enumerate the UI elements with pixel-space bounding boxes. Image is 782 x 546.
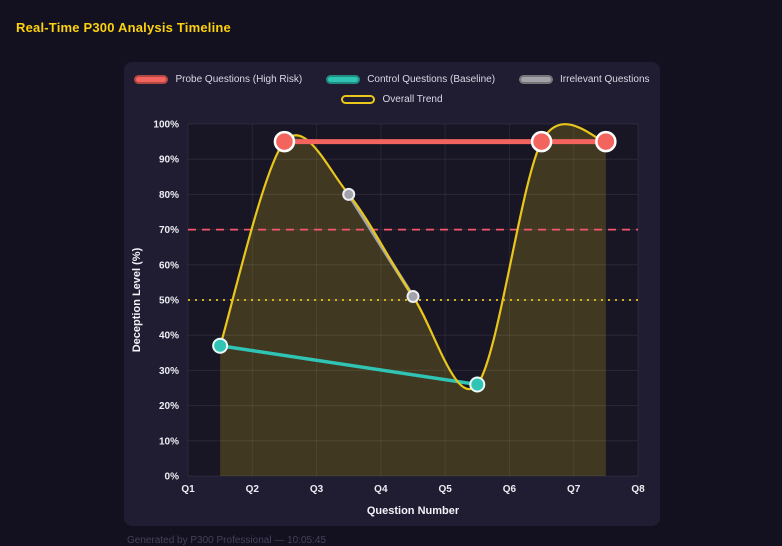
x-tick-label: Q4 bbox=[374, 484, 388, 495]
y-tick-label: 40% bbox=[159, 331, 179, 342]
legend-item-trend[interactable]: Overall Trend bbox=[341, 94, 443, 105]
y-tick-label: 0% bbox=[165, 472, 180, 483]
x-axis-label: Question Number bbox=[367, 505, 460, 517]
series-marker bbox=[530, 130, 553, 153]
series-marker bbox=[342, 187, 356, 201]
y-tick-label: 80% bbox=[159, 190, 179, 201]
x-tick-label: Q5 bbox=[438, 484, 452, 495]
y-tick-label: 30% bbox=[159, 366, 179, 377]
x-tick-label: Q1 bbox=[181, 484, 195, 495]
series-marker bbox=[212, 337, 229, 354]
legend-swatch-irrelevant bbox=[519, 75, 554, 84]
series-marker bbox=[469, 376, 486, 393]
footer-text: Generated by P300 Professional — 10:05:4… bbox=[127, 535, 327, 546]
chart-panel: Probe Questions (High Risk) Control Ques… bbox=[124, 62, 660, 526]
legend-label-trend: Overall Trend bbox=[382, 94, 443, 105]
y-tick-label: 90% bbox=[159, 155, 179, 166]
x-tick-label: Q2 bbox=[246, 484, 260, 495]
chart-legend: Probe Questions (High Risk) Control Ques… bbox=[124, 72, 660, 107]
series-marker bbox=[273, 130, 296, 153]
y-tick-label: 20% bbox=[159, 401, 179, 412]
legend-row-2: Overall Trend bbox=[124, 92, 660, 107]
timeline-chart: 0% 10% 20% 30% 40% 50% 60% 70% 80% 90% 100% Q1 Q2 Q3 Q… bbox=[131, 120, 645, 518]
y-axis-label: Deception Level (%) bbox=[131, 247, 143, 352]
legend-label-control: Control Questions (Baseline) bbox=[367, 74, 496, 85]
x-tick-label: Q3 bbox=[310, 484, 324, 495]
y-tick-label: 50% bbox=[159, 296, 179, 307]
legend-item-control[interactable]: Control Questions (Baseline) bbox=[326, 74, 495, 85]
y-tick-label: 60% bbox=[159, 260, 179, 271]
y-tick-label: 100% bbox=[153, 120, 179, 131]
legend-swatch-trend bbox=[341, 95, 376, 104]
x-tick-label: Q7 bbox=[567, 484, 581, 495]
y-tick-label: 10% bbox=[159, 436, 179, 447]
x-tick-label: Q6 bbox=[503, 484, 517, 495]
legend-item-probe[interactable]: Probe Questions (High Risk) bbox=[134, 74, 302, 85]
x-tick-label: Q8 bbox=[631, 484, 645, 495]
legend-item-irrelevant[interactable]: Irrelevant Questions bbox=[519, 74, 650, 85]
page-title: Real-Time P300 Analysis Timeline bbox=[16, 20, 231, 35]
legend-label-probe: Probe Questions (High Risk) bbox=[175, 74, 303, 85]
legend-label-irrelevant: Irrelevant Questions bbox=[560, 74, 650, 85]
legend-swatch-probe bbox=[134, 75, 169, 84]
legend-row-1: Probe Questions (High Risk) Control Ques… bbox=[124, 72, 660, 87]
series-marker bbox=[406, 289, 420, 303]
legend-swatch-control bbox=[326, 75, 361, 84]
series-marker bbox=[595, 130, 617, 153]
series-line bbox=[218, 344, 480, 387]
y-tick-label: 70% bbox=[159, 225, 179, 236]
